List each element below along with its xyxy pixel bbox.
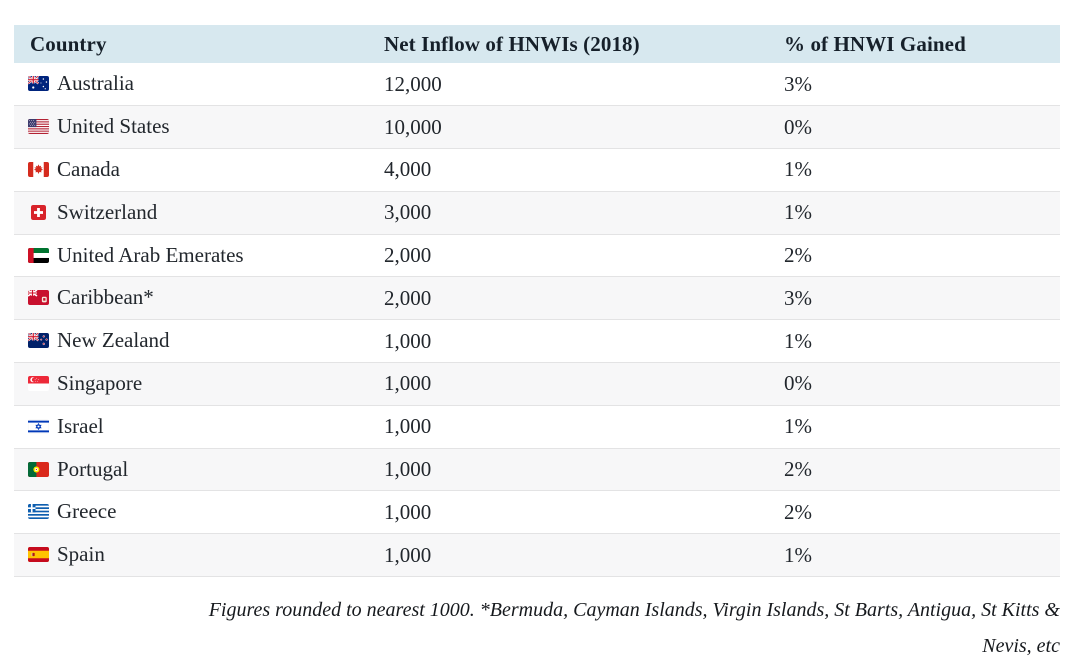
net-inflow-value: 2,000 <box>384 276 784 320</box>
country-label: Switzerland <box>57 199 158 224</box>
pct-gained-value: 2% <box>784 233 1060 277</box>
country-label: Israel <box>57 413 104 438</box>
switzerland-flag-icon <box>28 204 49 220</box>
net-inflow-value: 12,000 <box>384 63 784 106</box>
table-row-caribbean: Caribbean* 2,000 3% <box>14 276 1060 320</box>
pct-gained-value: 3% <box>784 276 1060 320</box>
net-inflow-value: 1,000 <box>384 533 784 578</box>
bermuda-flag-icon <box>28 290 49 306</box>
table-row-portugal: Portugal 1,000 2% <box>14 447 1060 491</box>
country-label: Greece <box>57 499 117 524</box>
net-inflow-value: 1,000 <box>384 447 784 491</box>
singapore-flag-icon <box>28 375 49 391</box>
net-inflow-value: 1,000 <box>384 490 784 534</box>
country-label: United States <box>57 114 170 139</box>
pct-gained-value: 1% <box>784 319 1060 363</box>
country-label: United Arab Emerates <box>57 242 244 267</box>
table-row-singapore: Singapore 1,000 0% <box>14 362 1060 406</box>
canada-flag-icon <box>28 161 49 177</box>
portugal-flag-icon <box>28 461 49 477</box>
table-row-spain: Spain 1,000 1% <box>14 533 1060 578</box>
net-inflow-value: 1,000 <box>384 362 784 406</box>
israel-flag-icon <box>28 418 49 434</box>
net-inflow-value: 10,000 <box>384 105 784 149</box>
table-row-united-arab-emirates: United Arab Emerates 2,000 2% <box>14 233 1060 277</box>
pct-gained-value: 2% <box>784 447 1060 491</box>
country-label: Australia <box>57 71 134 96</box>
pct-gained-value: 0% <box>784 362 1060 406</box>
net-inflow-value: 1,000 <box>384 404 784 449</box>
net-inflow-value: 2,000 <box>384 233 784 277</box>
column-header-country: Country <box>14 25 384 63</box>
pct-gained-value: 3% <box>784 63 1060 106</box>
country-label: Caribbean* <box>57 285 154 310</box>
column-header-net-inflow: Net Inflow of HNWIs (2018) <box>384 25 784 63</box>
hnwi-migration-table: Country Net Inflow of HNWIs (2018) % of … <box>14 25 1060 578</box>
country-label: Singapore <box>57 370 143 395</box>
greece-flag-icon <box>28 504 49 520</box>
united-states-flag-icon <box>28 119 49 135</box>
united-arab-emirates-flag-icon <box>28 247 49 263</box>
pct-gained-value: 1% <box>784 533 1060 578</box>
net-inflow-value: 1,000 <box>384 319 784 363</box>
table-row-australia: Australia 12,000 3% <box>14 63 1060 106</box>
new-zealand-flag-icon <box>28 333 49 349</box>
pct-gained-value: 1% <box>784 148 1060 192</box>
pct-gained-value: 1% <box>784 404 1060 449</box>
footnote-line-1: Figures rounded to nearest 1000. *Bermud… <box>208 599 1060 621</box>
spain-flag-icon <box>28 547 49 563</box>
column-header-pct-gained: % of HNWI Gained <box>784 25 1060 63</box>
pct-gained-value: 0% <box>784 105 1060 149</box>
table-row-switzerland: Switzerland 3,000 1% <box>14 190 1060 235</box>
australia-flag-icon <box>28 76 49 92</box>
pct-gained-value: 2% <box>784 490 1060 534</box>
table-row-united-states: United States 10,000 0% <box>14 105 1060 149</box>
country-label: Canada <box>57 156 120 181</box>
country-label: Portugal <box>57 456 129 481</box>
table-header-row: Country Net Inflow of HNWIs (2018) % of … <box>14 25 1060 63</box>
table-row-canada: Canada 4,000 1% <box>14 148 1060 192</box>
table-row-greece: Greece 1,000 2% <box>14 490 1060 534</box>
net-inflow-value: 4,000 <box>384 148 784 192</box>
pct-gained-value: 1% <box>784 190 1060 235</box>
table-footnote: Figures rounded to nearest 1000. *Bermud… <box>40 592 1060 664</box>
table-row-israel: Israel 1,000 1% <box>14 404 1060 449</box>
table-row-new-zealand: New Zealand 1,000 1% <box>14 319 1060 363</box>
net-inflow-value: 3,000 <box>384 190 784 235</box>
country-label: Spain <box>57 542 105 567</box>
country-label: New Zealand <box>57 328 170 353</box>
footnote-line-2: Nevis, etc <box>982 635 1060 657</box>
